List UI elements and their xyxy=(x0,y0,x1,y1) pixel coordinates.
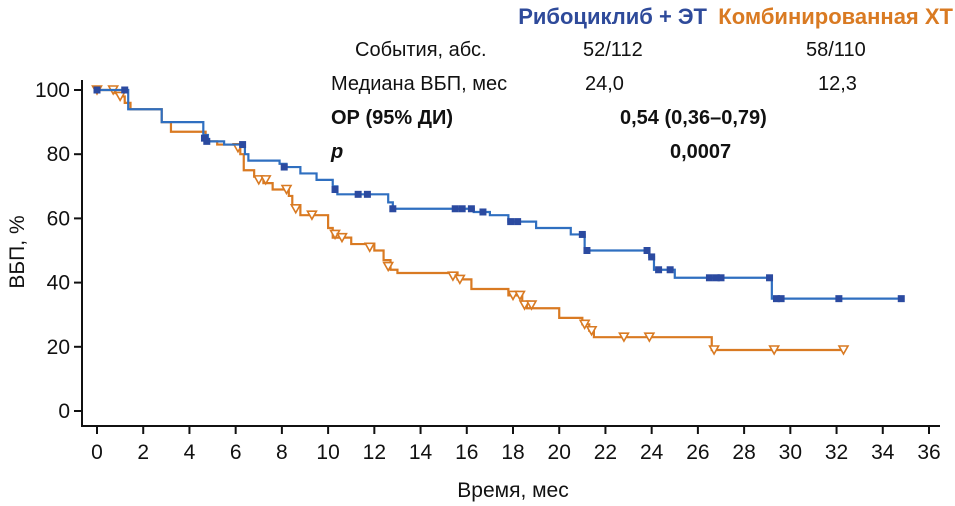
x-tick-label: 0 xyxy=(91,441,103,464)
censor-mark-chemo xyxy=(837,345,850,356)
x-tick-label: 18 xyxy=(501,441,524,464)
censor-mark-ribociclib xyxy=(467,205,475,213)
x-tick-label: 4 xyxy=(184,441,196,464)
censor-mark-ribociclib xyxy=(835,295,843,303)
km-curve-ribociclib xyxy=(97,88,902,300)
censor-mark-chemo xyxy=(252,175,265,186)
censor-mark-ribociclib xyxy=(239,141,247,149)
censor-mark-ribociclib xyxy=(897,295,905,303)
stat-median-label: Медиана ВБП, мес xyxy=(331,73,507,95)
censor-mark-ribociclib xyxy=(712,274,720,282)
y-tick-label: 0 xyxy=(58,400,70,423)
x-tick-label: 2 xyxy=(137,441,149,464)
y-ticks: 0 20 40 60 80 100 xyxy=(35,79,82,423)
censor-mark-ribociclib xyxy=(666,266,674,274)
x-tick-label: 20 xyxy=(548,441,571,464)
censor-mark-chemo xyxy=(336,232,348,244)
stat-median-ribociclib: 24,0 xyxy=(585,73,624,95)
censor-mark-chemo xyxy=(585,325,598,337)
censor-mark-ribociclib xyxy=(121,86,129,94)
censor-mark-ribociclib xyxy=(772,295,780,303)
x-tick-label: 22 xyxy=(594,441,617,464)
x-tick-label: 16 xyxy=(455,441,478,464)
x-tick-label: 6 xyxy=(230,441,242,464)
x-tick-label: 26 xyxy=(686,441,709,464)
censor-mark-ribociclib xyxy=(643,247,651,254)
censor-mark-ribociclib xyxy=(93,86,101,94)
censor-mark-ribociclib xyxy=(280,163,288,171)
x-tick-label: 34 xyxy=(871,441,895,464)
y-axis-title: ВБП, % xyxy=(6,215,29,288)
censor-mark-ribociclib xyxy=(705,274,713,282)
y-tick-label: 100 xyxy=(35,79,70,102)
censor-mark-chemo xyxy=(453,274,466,286)
x-tick-label: 8 xyxy=(276,441,288,464)
censor-mark-ribociclib xyxy=(766,274,774,282)
censor-mark-ribociclib xyxy=(578,230,586,238)
y-tick-label: 20 xyxy=(47,336,70,359)
censor-mark-ribociclib xyxy=(777,295,785,303)
legend-ribociclib: Рибоциклиб + ЭТ xyxy=(518,4,707,29)
x-tick-label: 12 xyxy=(363,441,386,464)
censor-mark-ribociclib xyxy=(451,205,459,213)
stat-events-ribociclib: 52/112 xyxy=(583,39,643,61)
censor-mark-ribociclib xyxy=(203,137,211,145)
censor-mark-chemo xyxy=(382,261,395,273)
censor-mark-chemo xyxy=(518,300,531,311)
censor-mark-chemo xyxy=(289,203,302,215)
censor-mark-ribociclib xyxy=(514,218,522,226)
stat-p-value: 0,0007 xyxy=(670,141,731,163)
censor-mark-ribociclib xyxy=(363,190,371,198)
censor-mark-chemo xyxy=(114,91,126,103)
stat-events-label: События, абс. xyxy=(355,39,487,61)
x-axis-title: Время, мес xyxy=(457,479,568,502)
censor-mark-chemo xyxy=(514,290,526,302)
legend-chemo: Комбинированная ХТ xyxy=(718,4,953,29)
censor-mark-ribociclib xyxy=(648,253,656,261)
stat-hr-label: ОР (95% ДИ) xyxy=(331,107,453,129)
x-tick-label: 28 xyxy=(732,441,755,464)
censor-mark-ribociclib xyxy=(479,208,487,216)
censor-mark-ribociclib xyxy=(717,274,725,282)
censor-mark-ribociclib xyxy=(507,218,515,226)
censor-mark-chemo xyxy=(259,175,272,186)
stat-events-chemo: 58/110 xyxy=(806,39,866,61)
censor-mark-ribociclib xyxy=(458,205,466,213)
x-tick-label: 36 xyxy=(917,441,940,464)
series-ribociclib xyxy=(93,86,905,303)
censor-mark-chemo xyxy=(768,345,781,356)
censor-mark-ribociclib xyxy=(655,266,663,274)
censor-mark-chemo xyxy=(507,290,519,302)
censor-mark-chemo xyxy=(618,332,630,343)
x-ticks: 0 2 4 6 8 10 12 14 16 18 20 22 24 26 28 30 32 34 36 xyxy=(91,426,941,464)
y-tick-label: 40 xyxy=(47,272,70,295)
y-tick-label: 60 xyxy=(47,207,70,230)
censor-mark-chemo xyxy=(363,242,376,253)
x-tick-label: 24 xyxy=(640,441,664,464)
censor-mark-ribociclib xyxy=(354,190,362,198)
censor-mark-chemo xyxy=(280,184,293,196)
censor-mark-chemo xyxy=(708,345,720,356)
censor-mark-chemo xyxy=(525,300,538,311)
censor-mark-chemo xyxy=(578,319,591,330)
censor-mark-ribociclib xyxy=(583,247,591,254)
y-tick-label: 80 xyxy=(47,143,70,166)
series-layer xyxy=(91,85,905,356)
series-chemo xyxy=(91,85,850,356)
censor-mark-chemo xyxy=(643,332,656,343)
stat-hr-value: 0,54 (0,36–0,79) xyxy=(620,107,767,129)
x-tick-label: 32 xyxy=(825,441,848,464)
censor-mark-chemo xyxy=(306,210,318,221)
x-tick-label: 10 xyxy=(316,441,339,464)
stat-median-chemo: 12,3 xyxy=(818,73,857,95)
censor-mark-ribociclib xyxy=(331,186,339,194)
km-curve-chemo xyxy=(97,88,844,352)
censor-mark-ribociclib xyxy=(389,205,397,213)
x-tick-label: 14 xyxy=(409,441,433,464)
stat-p-label: p xyxy=(330,141,343,163)
x-tick-label: 30 xyxy=(779,441,802,464)
